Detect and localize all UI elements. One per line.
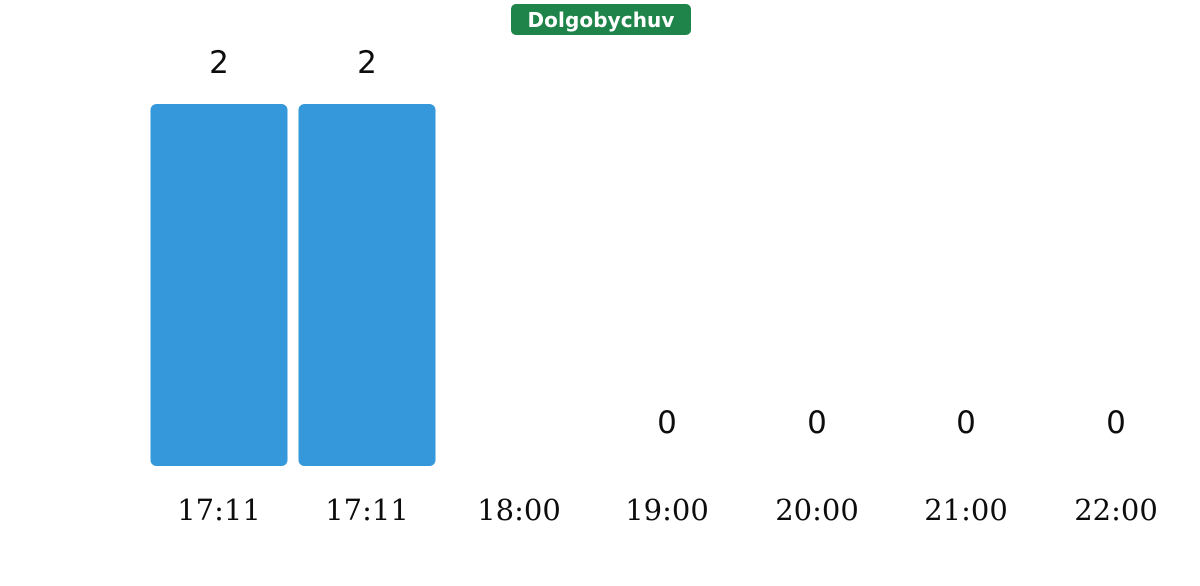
x-axis-tick-label: 17:11 <box>177 493 261 527</box>
chart-column[interactable]: 2 17:11 <box>145 0 293 586</box>
chart-column[interactable]: 18:00 <box>445 0 593 586</box>
bar-value-label: 0 <box>956 405 976 441</box>
chart-column[interactable]: 0 19:00 <box>593 0 741 586</box>
x-axis-tick-label: 17:11 <box>325 493 409 527</box>
bar-value-label: 2 <box>357 45 377 81</box>
bar[interactable] <box>298 104 436 466</box>
x-axis-tick-label: 21:00 <box>924 493 1008 527</box>
bar-value-label: 0 <box>1106 405 1126 441</box>
x-axis-tick-label: 22:00 <box>1074 493 1158 527</box>
bar-value-label: 0 <box>807 405 827 441</box>
x-axis-tick-label: 19:00 <box>625 493 709 527</box>
bar-value-label: 0 <box>657 405 677 441</box>
chart-title-badge: Dolgobychuv <box>511 4 691 35</box>
bar-value-label: 2 <box>209 45 229 81</box>
chart-column[interactable]: 0 20:00 <box>743 0 891 586</box>
chart-column[interactable]: 0 21:00 <box>892 0 1040 586</box>
bar[interactable] <box>150 104 288 466</box>
chart-column[interactable]: 0 22:00 <box>1042 0 1190 586</box>
x-axis-tick-label: 20:00 <box>775 493 859 527</box>
chart-column[interactable]: 2 17:11 <box>293 0 441 586</box>
x-axis-tick-label: 18:00 <box>477 493 561 527</box>
